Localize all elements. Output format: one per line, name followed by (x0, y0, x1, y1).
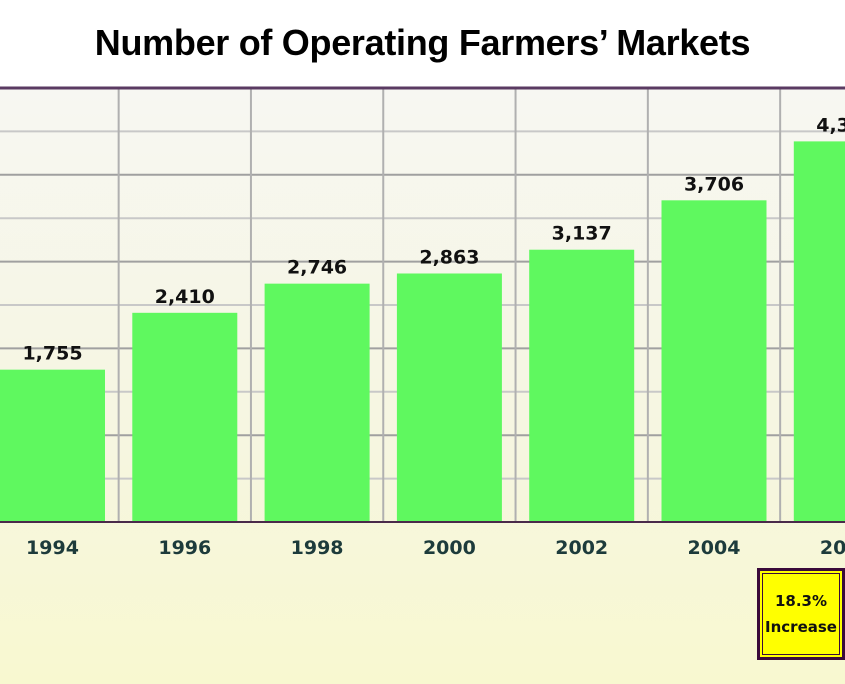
bar-1996 (132, 312, 238, 522)
data-label-1998: 2,746 (287, 257, 347, 279)
x-tick-1996: 1996 (158, 537, 211, 559)
x-tick-1998: 1998 (291, 537, 344, 559)
bar-1994 (0, 369, 105, 522)
chart-title: Number of Operating Farmers’ Markets (94, 22, 751, 63)
data-label-2000: 2,863 (419, 246, 479, 268)
x-tick-1994: 1994 (26, 537, 79, 559)
x-tick-2002: 2002 (555, 537, 608, 559)
data-label-1996: 2,410 (155, 286, 215, 308)
annotation-percent: 18.3% (774, 592, 828, 610)
data-label-1994: 1,755 (22, 343, 82, 365)
x-tick-2006: 2006 (820, 537, 845, 559)
data-label-2002: 3,137 (552, 223, 612, 245)
data-label-2004: 3,706 (684, 173, 744, 195)
data-label-2006: 4,385 (816, 114, 845, 136)
x-tick-2004: 2004 (688, 537, 741, 559)
annotation-label: Increase (765, 618, 837, 636)
bar-2004 (661, 200, 767, 522)
bar-2000 (396, 273, 502, 522)
bar-1998 (264, 283, 370, 522)
increase-annotation: 18.3% Increase (759, 570, 843, 658)
x-tick-2000: 2000 (423, 537, 476, 559)
bar-2002 (529, 249, 635, 522)
bar-2006 (793, 141, 845, 522)
